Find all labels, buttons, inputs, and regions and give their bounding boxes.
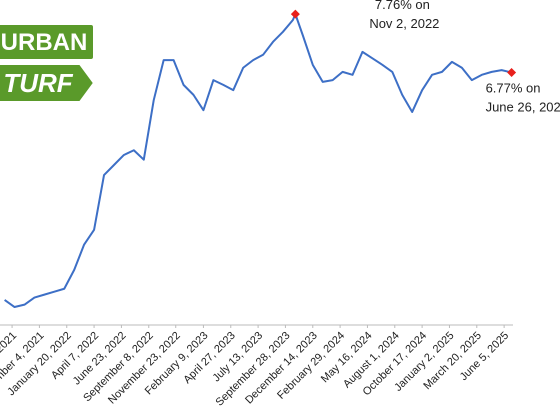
logo-text-bottom: TURF	[3, 68, 73, 98]
logo-sign-bottom	[0, 63, 96, 103]
x-tick-label: June 5, 2025	[458, 330, 511, 383]
logo-sign-top	[0, 23, 95, 61]
logo: URBAN TURF	[0, 23, 96, 103]
logo-text-top: URBAN	[1, 29, 88, 56]
annotation: Nov 2, 2022	[369, 16, 439, 31]
rate-line	[4, 13, 512, 309]
annotation: June 26, 2025	[486, 99, 560, 114]
highlight-marker	[507, 67, 517, 77]
annotation: 6.77% on	[486, 80, 541, 95]
annotation: 7.76% on	[375, 0, 430, 12]
highlight-marker	[290, 9, 300, 19]
